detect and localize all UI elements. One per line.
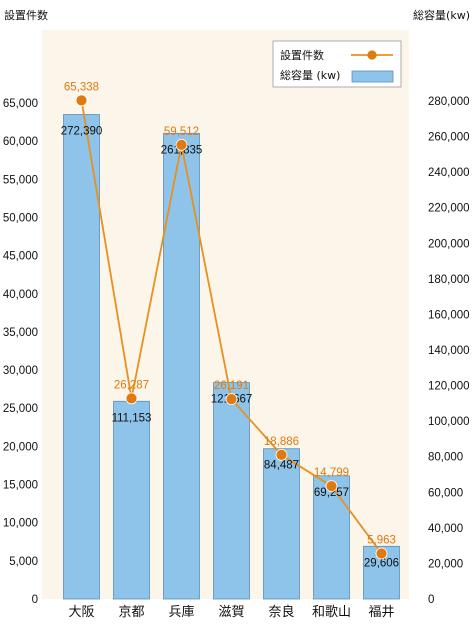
right-tick-label: 40,000 bbox=[428, 523, 463, 535]
left-tick-label: 60,000 bbox=[3, 136, 38, 148]
left-tick-label: 45,000 bbox=[3, 251, 38, 263]
category-label: 大阪 bbox=[68, 605, 94, 620]
bar bbox=[213, 382, 250, 600]
left-axis-title: 設置件数 bbox=[4, 8, 48, 22]
category-label: 滋賀 bbox=[218, 605, 244, 620]
left-tick-label: 30,000 bbox=[3, 365, 38, 377]
right-tick-label: 80,000 bbox=[428, 452, 463, 464]
line-value-label: 59,512 bbox=[164, 126, 199, 138]
right-tick-label: 140,000 bbox=[428, 345, 470, 357]
right-tick-label: 100,000 bbox=[428, 416, 470, 428]
right-tick-label: 20,000 bbox=[428, 558, 463, 570]
legend-label-capacity: 総容量 (kw) bbox=[280, 68, 340, 82]
line-point bbox=[275, 448, 288, 461]
legend-marker-swatch bbox=[367, 50, 377, 60]
left-tick-label: 35,000 bbox=[3, 327, 38, 339]
left-tick-label: 5,000 bbox=[9, 556, 38, 568]
bar-value-label: 272,390 bbox=[61, 126, 103, 138]
bar-value-label: 84,487 bbox=[264, 460, 299, 472]
line-value-label: 65,338 bbox=[64, 81, 99, 93]
left-axis-ticks: 0 5,000 10,000 15,000 20,000 25,000 30,000 35,0… bbox=[3, 98, 38, 606]
left-tick-label: 55,000 bbox=[3, 174, 38, 186]
bar-value-label: 29,606 bbox=[364, 557, 399, 569]
category-labels: 大阪 京都 兵庫 滋賀 奈良 和歌山 福井 bbox=[68, 604, 394, 620]
left-tick-label: 50,000 bbox=[3, 213, 38, 225]
left-tick-label: 0 bbox=[32, 594, 38, 606]
bar bbox=[163, 132, 200, 600]
line-value-label: 26,287 bbox=[114, 379, 149, 391]
category-label: 奈良 bbox=[268, 604, 294, 620]
right-tick-label: 240,000 bbox=[428, 167, 470, 179]
line-value-label: 5,963 bbox=[367, 535, 396, 547]
category-label: 福井 bbox=[368, 605, 394, 620]
right-tick-label: 180,000 bbox=[428, 274, 470, 286]
line-point bbox=[375, 547, 388, 560]
legend-label-count: 設置件数 bbox=[280, 48, 324, 62]
bar bbox=[113, 400, 150, 600]
right-tick-label: 120,000 bbox=[428, 381, 470, 393]
right-tick-label: 280,000 bbox=[428, 96, 470, 108]
line-point bbox=[75, 94, 88, 107]
right-tick-label: 260,000 bbox=[428, 132, 470, 144]
line-point bbox=[225, 393, 238, 406]
line-value-label: 26,191 bbox=[214, 380, 249, 392]
legend: 設置件数 総容量 (kw) bbox=[272, 40, 402, 88]
line-value-label: 14,799 bbox=[314, 467, 349, 479]
left-tick-label: 15,000 bbox=[3, 480, 38, 492]
legend-bar-swatch bbox=[351, 70, 394, 83]
right-tick-label: 220,000 bbox=[428, 203, 470, 215]
left-tick-label: 40,000 bbox=[3, 289, 38, 301]
bar-value-label: 111,153 bbox=[112, 412, 152, 424]
bar bbox=[63, 114, 100, 600]
right-tick-label: 160,000 bbox=[428, 309, 470, 321]
category-label: 兵庫 bbox=[168, 605, 194, 620]
right-axis-ticks: 0 20,000 40,000 60,000 80,000 100,000 120,000 1… bbox=[428, 96, 470, 606]
line-point bbox=[125, 392, 138, 405]
left-tick-label: 65,000 bbox=[3, 98, 38, 110]
category-label: 京都 bbox=[118, 605, 144, 620]
bar bbox=[313, 475, 350, 600]
category-label: 和歌山 bbox=[312, 605, 351, 620]
line-point bbox=[175, 138, 188, 151]
right-tick-label: 60,000 bbox=[428, 487, 463, 499]
bar-value-label: 69,257 bbox=[314, 487, 349, 499]
bar bbox=[263, 448, 300, 600]
left-tick-label: 20,000 bbox=[3, 441, 38, 453]
line-point bbox=[325, 480, 338, 493]
left-tick-label: 10,000 bbox=[3, 518, 38, 530]
left-tick-label: 25,000 bbox=[3, 403, 38, 415]
right-tick-label: 0 bbox=[428, 594, 434, 606]
bar-series bbox=[63, 114, 400, 600]
line-series: 272,390111,153261,835121,66784,48769,257… bbox=[61, 81, 399, 569]
right-tick-label: 200,000 bbox=[428, 238, 470, 250]
right-axis-title: 総容量(kw) bbox=[413, 8, 470, 22]
line-value-label: 18,886 bbox=[264, 436, 299, 448]
